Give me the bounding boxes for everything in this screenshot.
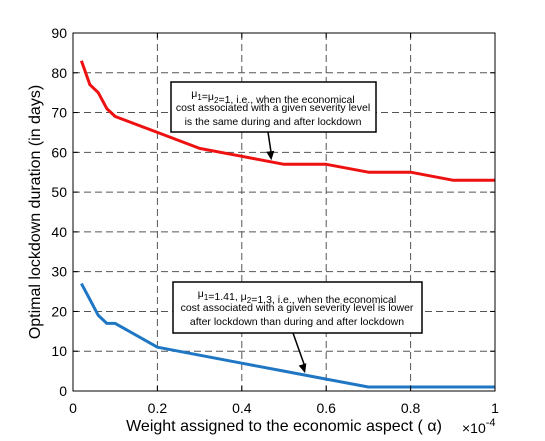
annotation-arrow-line <box>292 332 306 368</box>
annotation-line: after lockdown than during and after loc… <box>190 316 404 328</box>
series-group <box>79 60 495 389</box>
x-tick-label: 0.8 <box>401 400 421 416</box>
annotation-2: μ1=1.41, μ2=1.3, i.e., when the economic… <box>172 281 423 374</box>
annotation-line: μ1=1.41, μ2=1.3, i.e., when the economic… <box>198 288 396 306</box>
y-tick-label: 10 <box>51 343 67 359</box>
x-multiplier-base: ×10 <box>462 420 486 436</box>
x-tick-label: 0.4 <box>232 400 252 416</box>
x-axis-label: Weight assigned to the economic aspect (… <box>126 418 442 435</box>
annotation-line: cost associated with a given severity le… <box>176 102 370 114</box>
annotation-box <box>172 281 423 334</box>
annotation-line: cost associated with a given severity le… <box>181 302 414 314</box>
y-axis-label: Optimal lockdown duration (in days) <box>27 85 44 339</box>
x-multiplier: ×10-4 <box>462 417 496 436</box>
series-line-2 <box>80 282 495 389</box>
x-tick-label: 0.6 <box>316 400 336 416</box>
y-tick-label: 0 <box>59 383 67 399</box>
y-tick-label: 80 <box>51 65 67 81</box>
x-multiplier-exponent: -4 <box>486 417 496 429</box>
series-line-1 <box>79 60 495 182</box>
y-tick-label: 90 <box>51 25 67 41</box>
annotation-arrow-head <box>266 150 275 161</box>
plot-frame <box>72 32 496 392</box>
annotation-arrow-line <box>267 131 273 155</box>
x-tick-label: 0.2 <box>148 400 168 416</box>
y-tick-label: 70 <box>51 105 67 121</box>
annotation-line: is the same during and after lockdown <box>185 116 362 128</box>
annotation-arrow-head <box>298 363 307 374</box>
y-tick-label: 20 <box>51 303 67 319</box>
annotation-box <box>170 81 377 133</box>
x-tick-label: 1 <box>491 400 499 416</box>
annotation-line: μ1=μ2=1, i.e., when the economical <box>191 88 354 106</box>
y-tick-label: 40 <box>51 224 67 240</box>
y-tick-label: 30 <box>51 264 67 280</box>
x-tick-label: 0 <box>69 400 77 416</box>
y-tick-label: 50 <box>51 184 67 200</box>
y-tick-label: 60 <box>51 144 67 160</box>
